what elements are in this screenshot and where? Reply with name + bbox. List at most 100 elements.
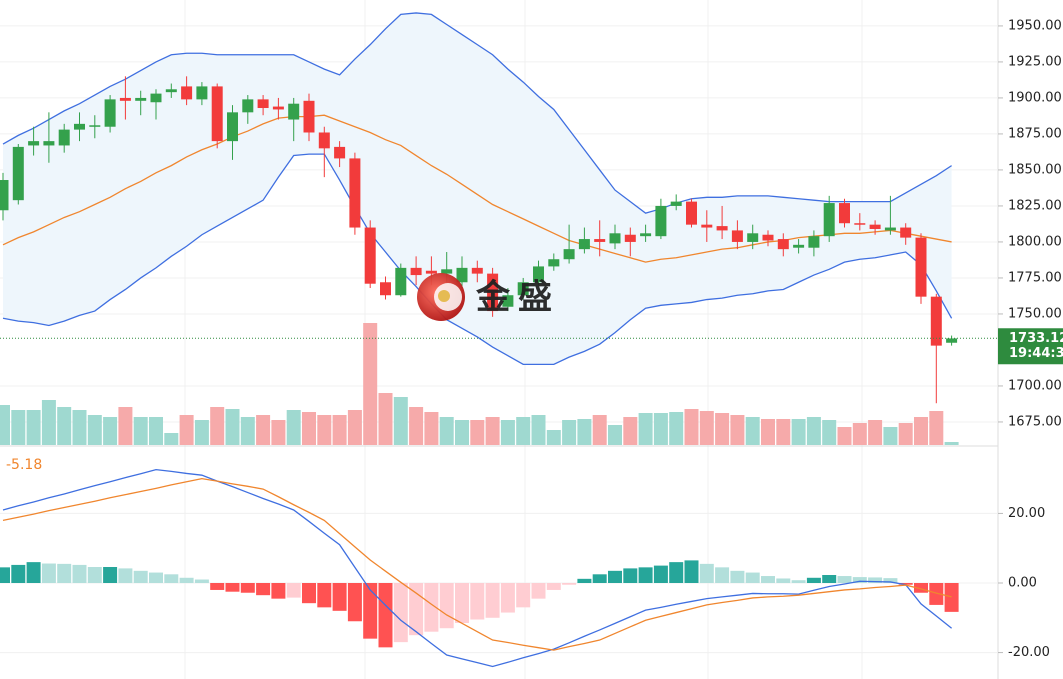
candle-body [884,227,896,231]
candle-body [823,203,835,237]
macd-histogram-bar [699,563,714,583]
macd-histogram-bar [715,567,730,583]
macd-histogram-bar [133,570,148,583]
candle-body [12,146,24,201]
macd-histogram-bar [745,572,760,583]
macd-histogram-bar [730,570,745,583]
candle-body [808,236,820,248]
macd-histogram-bar [653,565,668,583]
volume-bar [470,420,485,445]
macd-histogram-bar [592,574,607,583]
candle-body [242,99,254,113]
candle-body [410,267,422,276]
candle-body [839,203,850,224]
candle-body [854,223,866,225]
band-middle [2,114,952,263]
macd-value-label: -5.18 [6,457,42,473]
macd-histogram-bar [623,568,638,583]
volume-bar [87,415,102,445]
macd-histogram-bar [500,583,515,613]
candle-body [196,86,208,100]
macd-histogram-bar [577,578,592,583]
volume-bar [608,425,622,445]
band-fill [3,12,952,365]
candle-body [609,233,621,244]
macd-line [2,468,953,668]
volume-bar [11,410,26,445]
volume-bar [164,433,179,445]
volume-bar [730,415,745,445]
band-lower [2,153,953,366]
candle-body [502,295,514,307]
last-time-label: 19:44:3 [1009,346,1063,361]
macd-histogram-bar [57,563,72,583]
volume-bar [439,417,454,445]
macd-histogram-bar [868,577,883,583]
volume-bar [0,405,10,445]
candle-body [395,267,407,296]
watermark-text: 金盛 [475,278,560,318]
candle-body [517,282,529,296]
volume-bar [194,420,209,445]
volume-bar [133,417,148,445]
volume-bar [118,407,133,445]
volume-bar [500,420,515,445]
volume-bar [225,409,240,445]
candle-body [915,237,927,297]
volume-bar [944,442,959,445]
macd-histogram-bar [0,567,10,583]
plot: 1950.00 1925.00 1900.00 1875.00 1850.00 1825.… [0,12,1063,668]
candle-body [762,234,774,241]
volume-bar [715,413,730,445]
y-tick-label: 1775.00 [1008,270,1062,285]
y-tick-label: 1850.00 [1008,162,1062,177]
y-tick-label: 1750.00 [1008,306,1062,321]
macd-histogram-bar [72,564,87,583]
volume-bar [623,417,638,445]
macd-histogram-bar [914,583,928,593]
macd-histogram-bar [669,562,684,583]
volume-bar [806,417,821,445]
volume-bar [302,412,316,445]
candle-body [670,201,682,206]
y-tick-label: 1825.00 [1008,198,1062,213]
volume-bar [424,412,439,445]
volume-bar [868,420,883,445]
macd-histogram-bar [608,570,622,583]
candle-body [946,338,958,343]
macd-histogram-bar [883,578,898,583]
candle-body [211,86,223,142]
candle-body [425,270,437,274]
macd-histogram-bar [822,575,837,583]
macd-histogram-bar [393,583,408,643]
macd-histogram-bar [271,583,286,599]
last-price-tag [998,328,1063,365]
macd-histogram-bar [118,568,133,583]
macd-histogram-bar [41,563,56,583]
volume-bar [149,417,163,445]
macd-histogram-bar [11,564,26,583]
macd-histogram-bar [455,583,469,623]
macd-histogram-bar [485,583,500,618]
macd-histogram-bar [332,583,347,611]
candle-body [900,227,912,238]
candle-body [533,266,544,283]
candle-body [28,141,40,146]
macd-histogram-bar [562,583,577,585]
candle-body [869,224,881,229]
volume-bar [256,415,271,445]
macd-line [2,477,952,651]
volume-bar [409,407,424,445]
volume-bar [776,419,791,445]
volume-bar [852,423,867,445]
macd-histogram-bar [240,583,255,593]
y-tick-label: 0.00 [1008,576,1037,591]
candle-body [349,158,361,228]
volume-bar [531,415,546,445]
macd-histogram-bar [317,583,332,608]
volume-bar [684,409,699,445]
volume-bar [317,415,332,445]
macd-histogram-bar [378,583,393,648]
macd-histogram-bar [638,567,653,583]
last-price-label: 1733.12 [1009,331,1063,346]
